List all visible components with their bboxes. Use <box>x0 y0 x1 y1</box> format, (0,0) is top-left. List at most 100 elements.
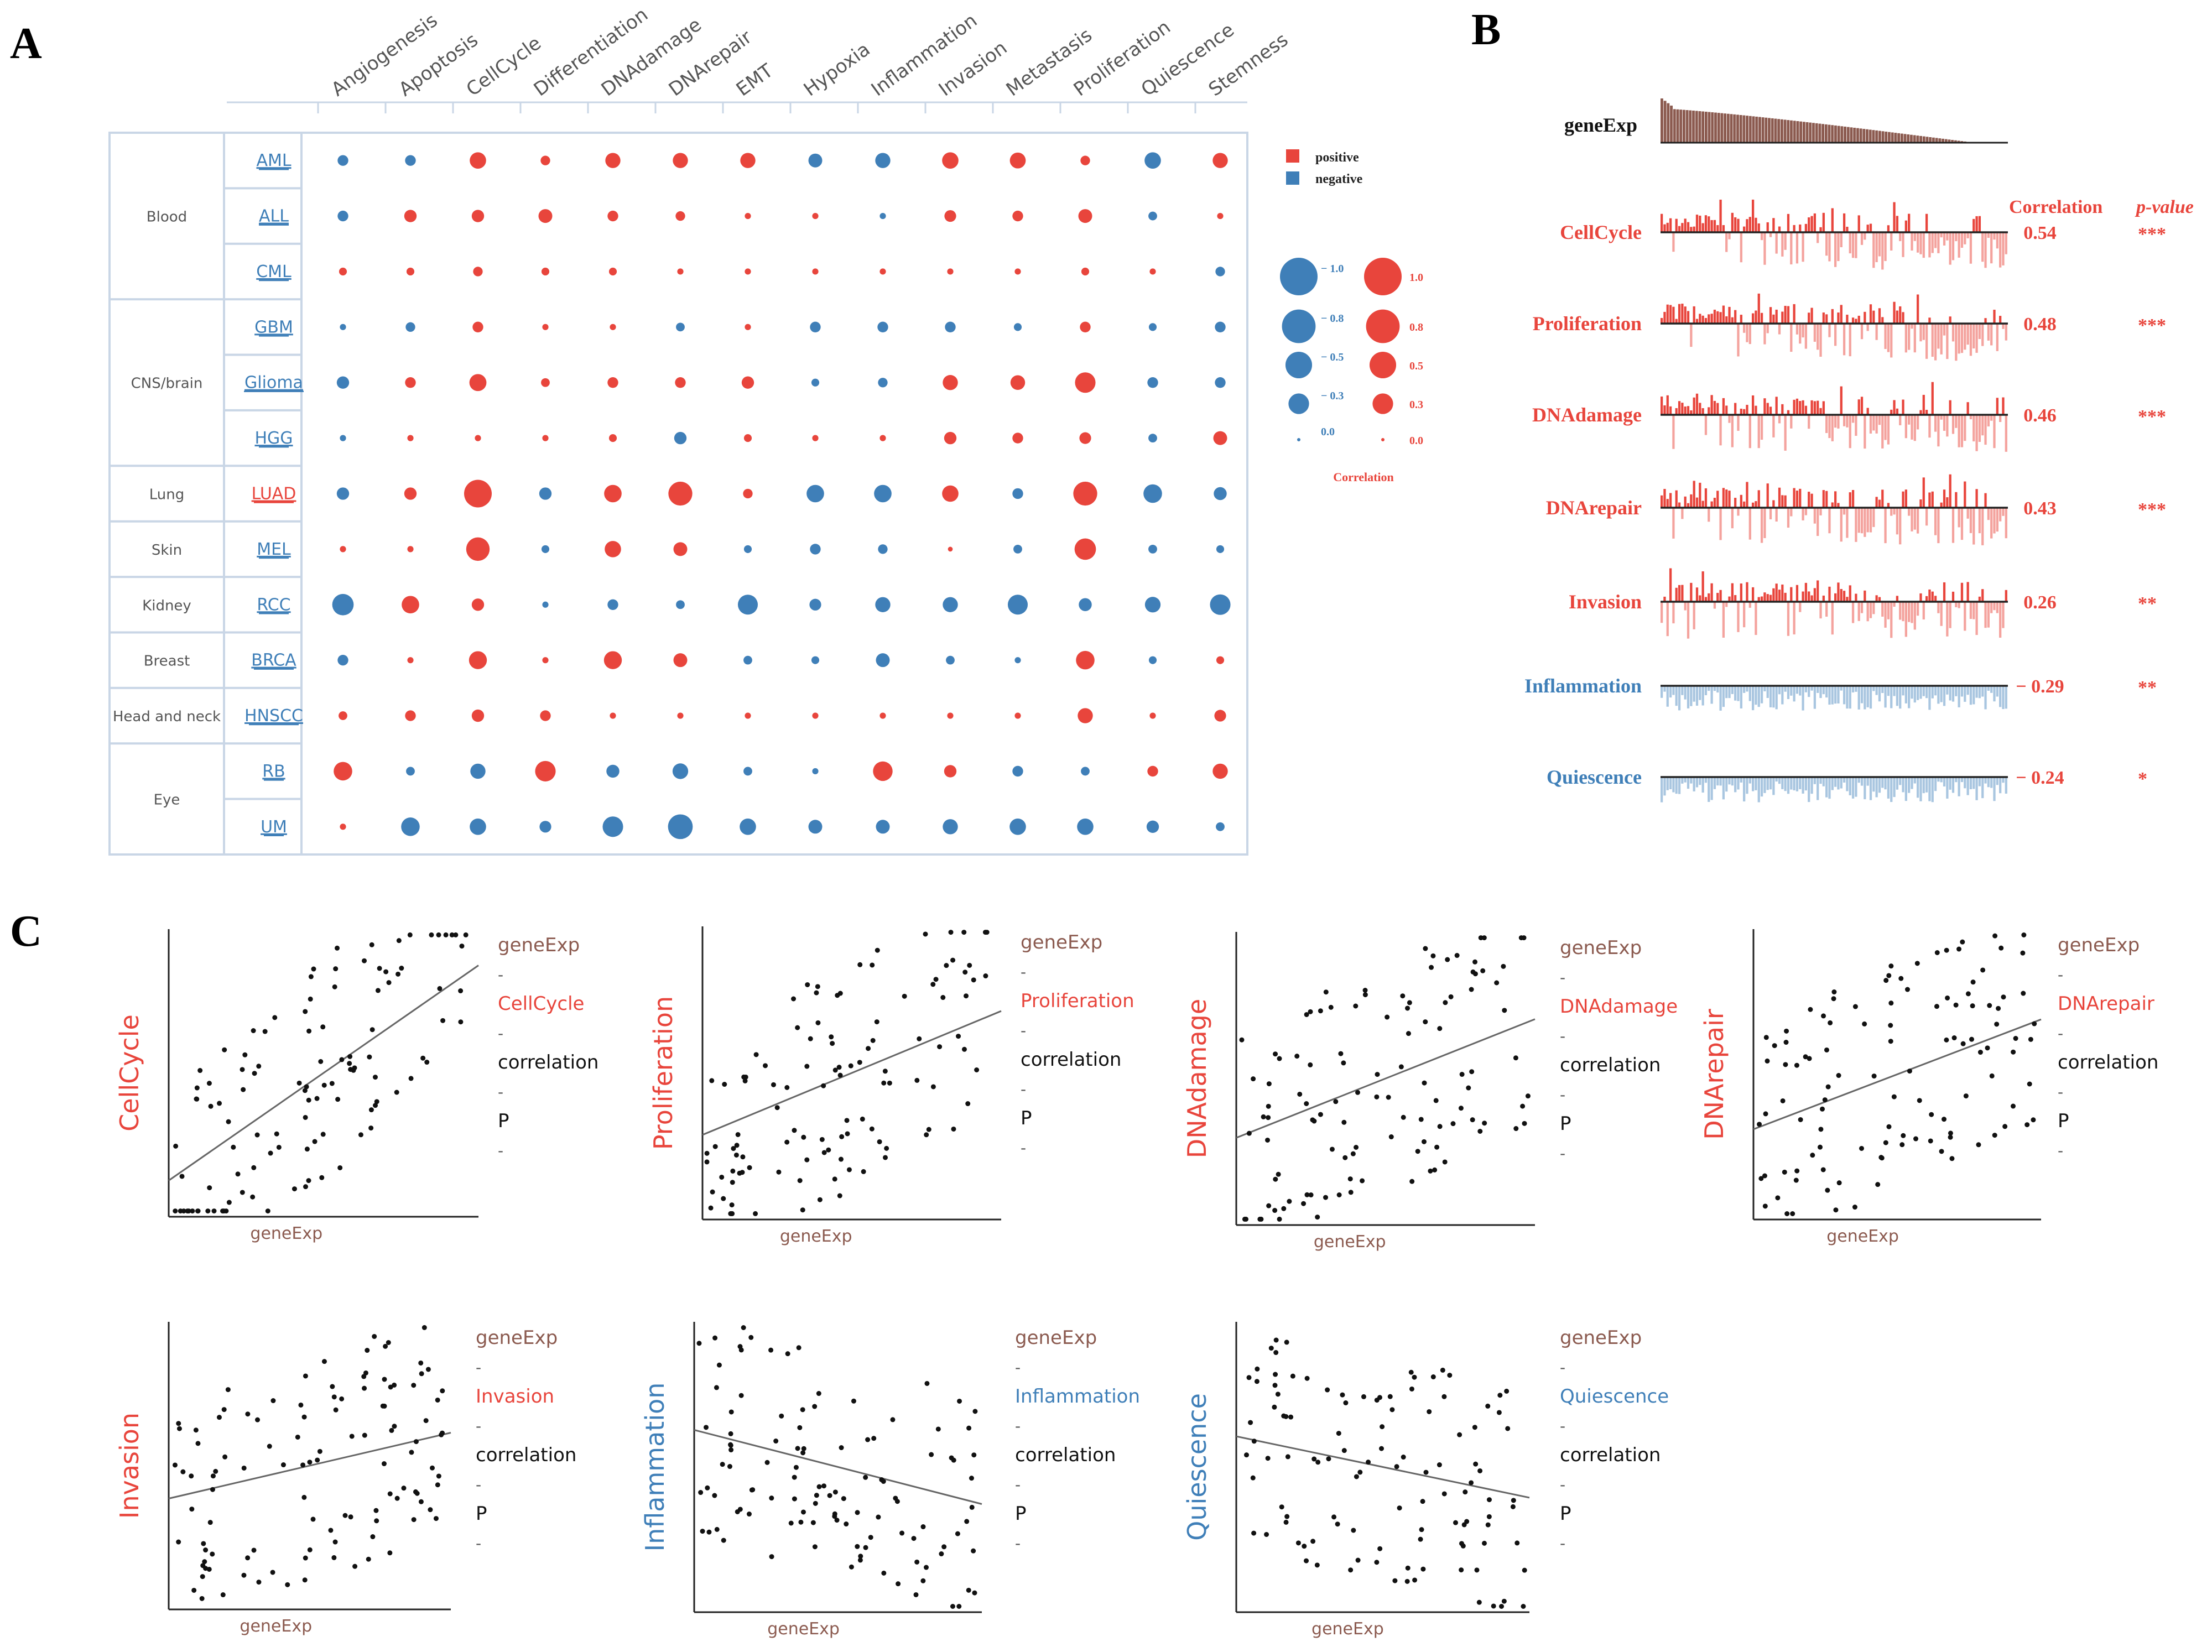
state-bar-up <box>1896 596 1899 602</box>
column-label: Hypoxia <box>800 38 875 101</box>
y-axis-label-Proliferation: Proliferation <box>648 996 678 1150</box>
geneexp-bar <box>1676 109 1679 143</box>
scatter-point <box>1409 1179 1415 1184</box>
bubble <box>743 545 752 553</box>
scatter-point <box>301 1494 307 1500</box>
state-bar-down <box>1849 232 1851 254</box>
legend-size-positive <box>1372 393 1393 414</box>
state-bar-up <box>1978 596 1981 602</box>
scatter-point <box>1294 1054 1300 1059</box>
state-bar-up <box>1684 407 1687 415</box>
state-bar-down <box>1937 415 1940 447</box>
scatter-point <box>815 984 820 989</box>
state-bar-down <box>1857 602 1860 621</box>
geneexp-bar <box>1828 124 1831 143</box>
geneexp-bar <box>1758 117 1761 143</box>
scatter-point <box>1458 1106 1464 1111</box>
scatter-point <box>1459 1567 1464 1573</box>
state-bar-down <box>1725 777 1728 792</box>
state-bar-down <box>1693 777 1695 791</box>
state-bar-down <box>1760 232 1763 241</box>
scatter-point <box>1341 1448 1347 1453</box>
geneexp-bar <box>1661 98 1663 143</box>
scatter-point <box>1497 1393 1503 1398</box>
scatter-point <box>1333 1099 1339 1104</box>
x-axis-label: geneExp <box>767 1619 840 1639</box>
bubble <box>1014 712 1021 719</box>
state-bar-down <box>1825 686 1828 698</box>
state-bar-down <box>2002 508 2005 516</box>
state-bar-down <box>1875 686 1878 695</box>
geneexp-bar <box>1831 125 1834 143</box>
state-bar-up <box>1855 593 1857 602</box>
scatter-point <box>348 1514 353 1520</box>
scatter-point <box>800 1509 806 1515</box>
scatter-point <box>189 1507 195 1512</box>
state-bar-down <box>1769 232 1772 237</box>
bubble <box>1075 372 1096 393</box>
scatter-point <box>194 1096 199 1102</box>
legend-p: P <box>2058 1110 2069 1132</box>
scatter-point <box>1772 1043 1777 1049</box>
bubble <box>743 434 752 442</box>
scatter-point <box>1472 1425 1477 1430</box>
state-bar-down <box>1728 777 1731 785</box>
state-bar-down <box>1804 777 1808 791</box>
state-bar-up <box>1934 596 1937 602</box>
scatter-point <box>201 1541 206 1546</box>
state-bar-down <box>1831 415 1834 441</box>
state-bar-down <box>1763 232 1766 265</box>
state-bar-up <box>1675 587 1678 602</box>
state-bar-down <box>1804 508 1808 515</box>
state-bar-up <box>1701 571 1704 602</box>
state-bar-up <box>1781 311 1784 324</box>
row-label-Inflammation: Inflammation <box>1524 675 1642 697</box>
bubble <box>741 376 754 389</box>
bubble <box>943 819 958 835</box>
geneexp-bar <box>1765 117 1768 143</box>
bubble <box>542 435 549 441</box>
state-bar-down <box>1808 686 1810 697</box>
bubble <box>1144 152 1161 169</box>
state-bar-down <box>1911 602 1913 623</box>
scatter-point <box>458 988 464 994</box>
geneexp-bar <box>1755 116 1758 143</box>
scatter-point <box>967 962 972 968</box>
scatter-point <box>186 1208 191 1214</box>
state-bar-down <box>1704 777 1708 783</box>
state-bar-up <box>1966 402 1969 415</box>
state-bar-up <box>1878 308 1881 324</box>
state-bar-up <box>1978 216 1981 232</box>
scatter-point <box>1246 1375 1252 1380</box>
geneexp-bar <box>1853 127 1856 143</box>
scatter-point <box>863 1474 868 1480</box>
state-bar-down <box>1981 508 1984 545</box>
state-bar-down <box>1943 686 1946 706</box>
legend-swatch-negative <box>1286 171 1299 185</box>
scatter-point <box>206 1081 212 1086</box>
state-bar-up <box>1678 226 1681 232</box>
scatter-point <box>844 1521 849 1527</box>
bubble <box>808 820 823 834</box>
state-bar-down <box>1955 777 1958 783</box>
legend-p: P <box>1560 1113 1571 1135</box>
scatter-point <box>956 1034 961 1039</box>
scatter-point <box>1415 1149 1420 1154</box>
scatter-point <box>401 1486 407 1491</box>
geneexp-bar <box>1815 123 1818 143</box>
scatter-point <box>1474 1567 1480 1573</box>
state-bar-up <box>1663 405 1666 415</box>
scatter-point <box>971 1548 976 1554</box>
scatter-point <box>935 1426 941 1432</box>
state-bar-down <box>1984 415 1987 445</box>
scatter-point <box>1343 1400 1349 1406</box>
scatter-point <box>1336 1192 1342 1197</box>
state-bar-down <box>1958 324 1960 354</box>
bubble <box>406 767 415 776</box>
state-bar-down <box>1775 686 1778 710</box>
scatter-point <box>220 1592 226 1598</box>
legend-p: P <box>1560 1503 1571 1525</box>
state-bar-down <box>1881 232 1884 270</box>
group-label: Lung <box>149 487 185 503</box>
scatter-point <box>317 1448 322 1454</box>
